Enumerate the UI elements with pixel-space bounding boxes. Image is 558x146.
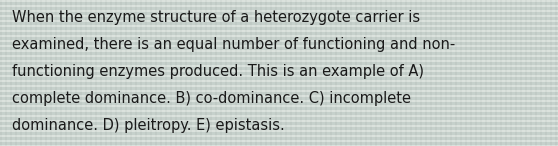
Text: complete dominance. B) co-dominance. C) incomplete: complete dominance. B) co-dominance. C) …: [12, 91, 411, 106]
Text: When the enzyme structure of a heterozygote carrier is: When the enzyme structure of a heterozyg…: [12, 10, 420, 25]
Text: functioning enzymes produced. This is an example of A): functioning enzymes produced. This is an…: [12, 64, 424, 79]
Text: dominance. D) pleitropy. E) epistasis.: dominance. D) pleitropy. E) epistasis.: [12, 118, 285, 133]
Text: examined, there is an equal number of functioning and non-: examined, there is an equal number of fu…: [12, 37, 455, 52]
